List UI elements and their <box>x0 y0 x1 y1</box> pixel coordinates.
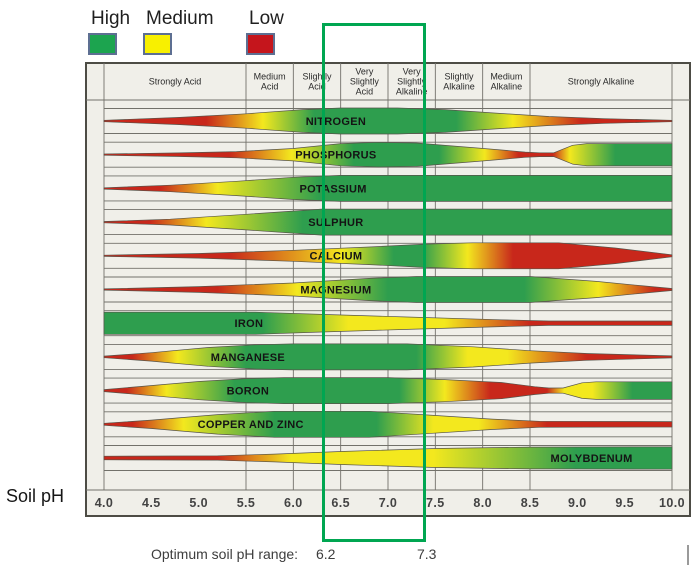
nutrient-band <box>103 377 673 404</box>
x-axis-tick-label: 5.5 <box>237 496 256 510</box>
nutrient-band <box>103 175 673 202</box>
x-axis-tick-label: 10.0 <box>659 496 685 510</box>
ph-category-label: Slightly Acid <box>302 72 332 92</box>
nutrient-band <box>103 242 673 270</box>
nutrient-label: MAGNESIUM <box>300 284 371 296</box>
x-axis-title: Soil pH <box>6 486 65 506</box>
nutrient-label: SULPHUR <box>308 217 363 229</box>
x-axis-tick-label: 8.0 <box>473 496 492 510</box>
x-axis-tick-label: 9.0 <box>568 496 587 510</box>
ph-category-label: Slightly Alkaline <box>443 72 475 92</box>
legend-swatch-high <box>88 33 117 55</box>
nutrient-label: COPPER AND ZINC <box>198 419 304 431</box>
nutrient-band <box>103 446 673 470</box>
ph-category-label: Very Slightly Alkaline <box>396 67 428 97</box>
nutrient-label: BORON <box>227 386 269 398</box>
legend-item-medium: Medium <box>143 8 214 55</box>
optimum-range-low-value: 6.2 <box>316 546 336 562</box>
x-axis-tick-label: 8.5 <box>521 496 540 510</box>
ph-category-label: Strongly Alkaline <box>568 77 635 87</box>
legend-label-medium: Medium <box>146 8 214 29</box>
legend-item-high: High <box>88 8 130 55</box>
nutrient-label: IRON <box>234 318 263 330</box>
x-axis-tick-label: 7.0 <box>379 496 398 510</box>
x-axis-tick-label: 4.0 <box>95 496 114 510</box>
legend-swatch-medium <box>143 33 172 55</box>
ph-category-label: Medium Acid <box>254 72 286 92</box>
legend-item-low: Low <box>246 8 284 55</box>
nutrient-band <box>103 410 673 438</box>
nutrient-label: POTASSIUM <box>299 183 366 195</box>
nutrient-band <box>103 208 673 236</box>
x-axis-tick-label: 4.5 <box>142 496 161 510</box>
x-axis-tick-label: 6.0 <box>284 496 303 510</box>
x-axis-tick-label: 5.0 <box>189 496 208 510</box>
stray-vertical-mark <box>687 545 689 565</box>
nutrient-band <box>103 141 673 168</box>
nutrient-band <box>103 343 673 371</box>
ph-category-label: Strongly Acid <box>149 77 202 87</box>
x-axis-tick-label: 6.5 <box>331 496 350 510</box>
x-axis-tick-label: 7.5 <box>426 496 445 510</box>
nutrient-label: CALCIUM <box>310 251 363 263</box>
nutrient-band <box>103 107 673 135</box>
x-axis-tick-label: 9.5 <box>615 496 634 510</box>
legend-label-high: High <box>91 8 131 29</box>
nutrient-label: MANGANESE <box>211 352 285 364</box>
nutrient-band <box>103 276 673 303</box>
ph-category-label: Medium Alkaline <box>490 72 522 92</box>
optimum-range-high-value: 7.3 <box>417 546 437 562</box>
legend-swatch-low <box>246 33 275 55</box>
nutrient-band <box>103 311 673 335</box>
optimum-range-caption: Optimum soil pH range: <box>151 546 299 562</box>
ph-category-label: Very Slightly Acid <box>350 67 380 97</box>
nutrient-label: PHOSPHORUS <box>295 150 376 162</box>
legend-label-low: Low <box>249 8 284 29</box>
nutrient-label: MOLYBDENUM <box>551 453 633 465</box>
nutrient-label: NITROGEN <box>306 116 366 128</box>
